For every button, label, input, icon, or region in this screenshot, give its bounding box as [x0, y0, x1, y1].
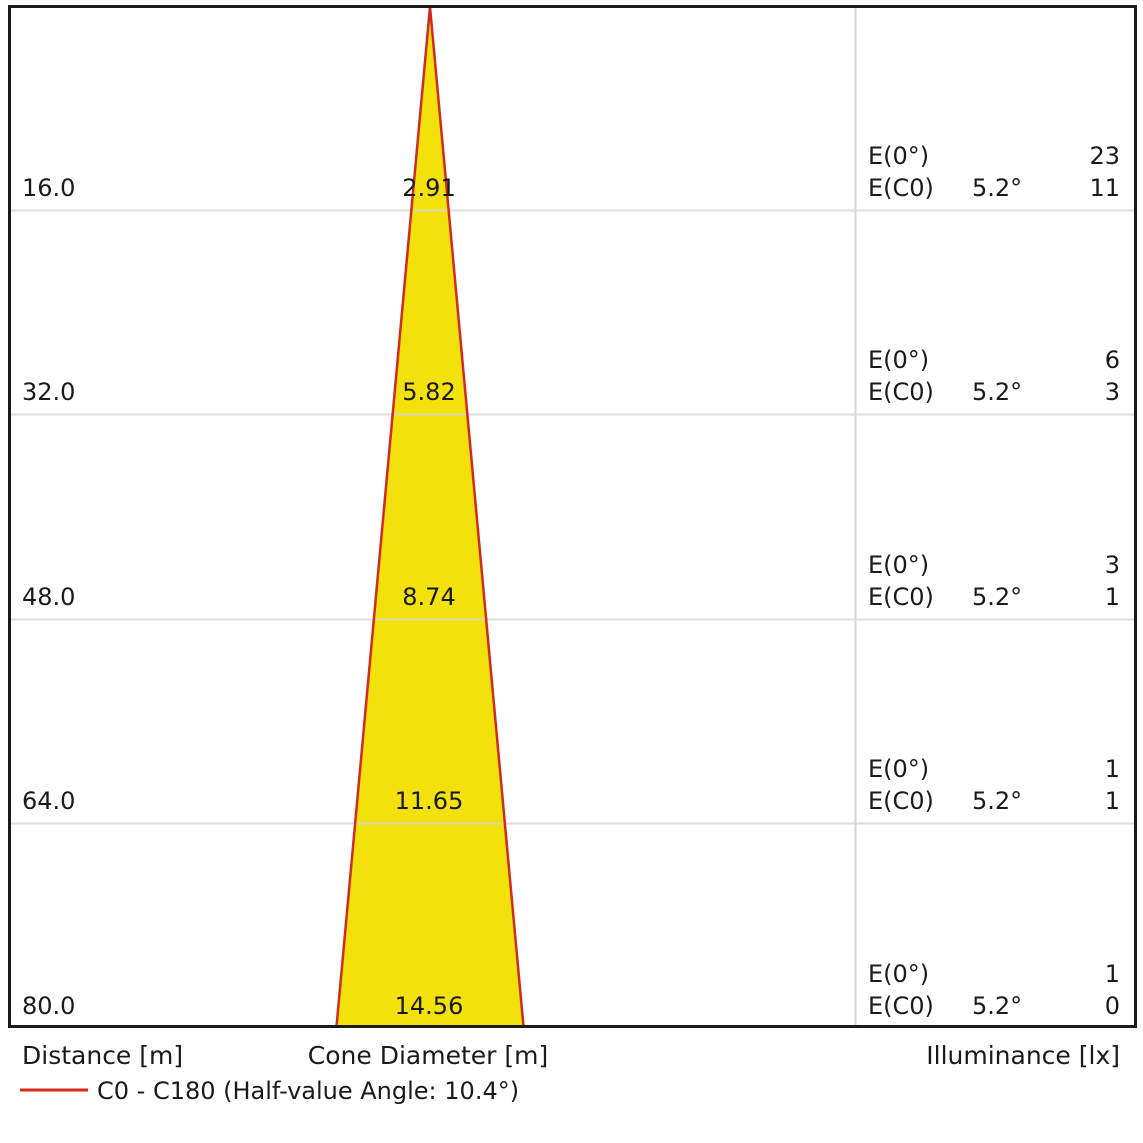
cone-diameter-value: 2.91: [402, 174, 456, 202]
distance-axis-label: Distance [m]: [22, 1041, 184, 1070]
legend-label: C0 - C180 (Half-value Angle: 10.4°): [97, 1077, 520, 1105]
e0-value: 1: [1104, 755, 1120, 783]
e0-label: E(0°): [868, 551, 930, 579]
beam-angle-value: 5.2°: [972, 174, 1023, 202]
e0-label: E(0°): [868, 755, 930, 783]
chart-border: [8, 5, 1137, 1028]
cone-diameter-axis-label: Cone Diameter [m]: [307, 1041, 549, 1070]
ec0-value: 1: [1104, 787, 1120, 815]
ec0-label: E(C0): [868, 174, 934, 202]
ec0-label: E(C0): [868, 583, 934, 611]
ec0-value: 1: [1104, 583, 1120, 611]
distance-value: 32.0: [22, 378, 76, 406]
e0-value: 1: [1104, 960, 1120, 988]
ec0-label: E(C0): [868, 378, 934, 406]
ec0-value: 3: [1104, 378, 1120, 406]
ec0-label: E(C0): [868, 992, 934, 1020]
cone-diameter-value: 11.65: [394, 787, 464, 815]
distance-value: 16.0: [22, 174, 76, 202]
distance-value: 80.0: [22, 992, 76, 1020]
e0-label: E(0°): [868, 142, 930, 170]
cone-diameter-value: 14.56: [394, 992, 464, 1020]
distance-value: 64.0: [22, 787, 76, 815]
ec0-value: 11: [1089, 174, 1120, 202]
cone-edge-left: [335, 6, 432, 1027]
light-cone-shape: [336, 7, 524, 1027]
beam-angle-value: 5.2°: [972, 992, 1023, 1020]
beam-angle-value: 5.2°: [972, 787, 1023, 815]
e0-label: E(0°): [868, 346, 930, 374]
cone-diameter-value: 5.82: [402, 378, 456, 406]
e0-value: 6: [1104, 346, 1120, 374]
e0-value: 3: [1104, 551, 1120, 579]
ec0-value: 0: [1104, 992, 1120, 1020]
illuminance-axis-label: Illuminance [lx]: [926, 1041, 1120, 1070]
e0-label: E(0°): [868, 960, 930, 988]
ec0-label: E(C0): [868, 787, 934, 815]
cone-diameter-value: 8.74: [402, 583, 456, 611]
distance-value: 48.0: [22, 583, 76, 611]
beam-angle-value: 5.2°: [972, 583, 1023, 611]
cone-edge-right: [428, 6, 525, 1027]
e0-value: 23: [1089, 142, 1120, 170]
beam-angle-value: 5.2°: [972, 378, 1023, 406]
